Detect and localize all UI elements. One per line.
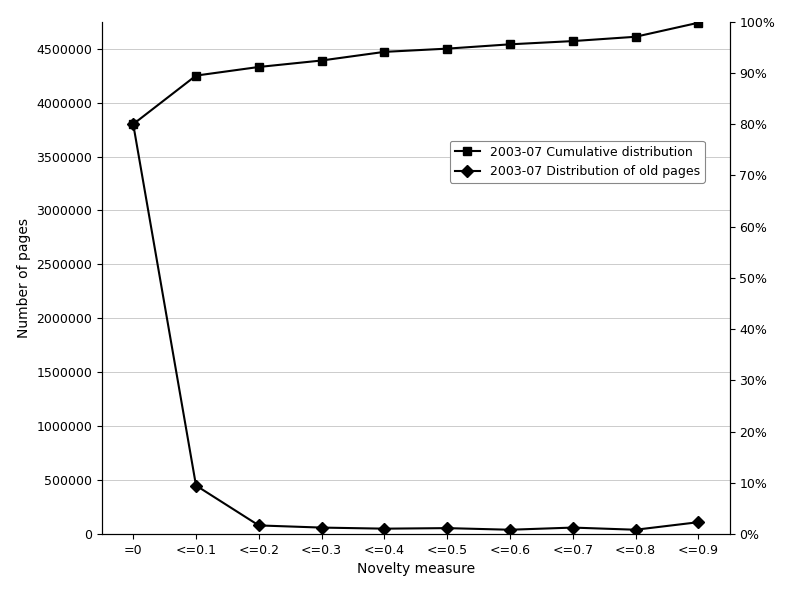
2003-07 Cumulative distribution (254, 63, 264, 71)
2003-07 Distribution of old pages (443, 525, 452, 532)
2003-07 Cumulative distribution (191, 72, 200, 79)
2003-07 Cumulative distribution (694, 19, 703, 26)
2003-07 Cumulative distribution (317, 57, 326, 64)
2003-07 Cumulative distribution (630, 33, 640, 40)
2003-07 Distribution of old pages (128, 120, 138, 127)
2003-07 Distribution of old pages (379, 525, 389, 533)
2003-07 Distribution of old pages (317, 524, 326, 531)
Legend: 2003-07 Cumulative distribution, 2003-07 Distribution of old pages: 2003-07 Cumulative distribution, 2003-07… (450, 141, 705, 183)
2003-07 Cumulative distribution (379, 48, 389, 55)
Y-axis label: Number of pages: Number of pages (17, 218, 31, 338)
2003-07 Distribution of old pages (568, 524, 577, 531)
Line: 2003-07 Distribution of old pages: 2003-07 Distribution of old pages (129, 120, 703, 534)
2003-07 Cumulative distribution (568, 37, 577, 44)
2003-07 Distribution of old pages (630, 526, 640, 533)
Line: 2003-07 Cumulative distribution: 2003-07 Cumulative distribution (129, 18, 703, 128)
2003-07 Distribution of old pages (505, 526, 515, 533)
2003-07 Distribution of old pages (254, 522, 264, 529)
X-axis label: Novelty measure: Novelty measure (356, 562, 475, 576)
2003-07 Cumulative distribution (505, 41, 515, 48)
2003-07 Cumulative distribution (443, 45, 452, 52)
2003-07 Distribution of old pages (191, 482, 200, 489)
2003-07 Distribution of old pages (694, 519, 703, 526)
2003-07 Cumulative distribution (128, 120, 138, 127)
